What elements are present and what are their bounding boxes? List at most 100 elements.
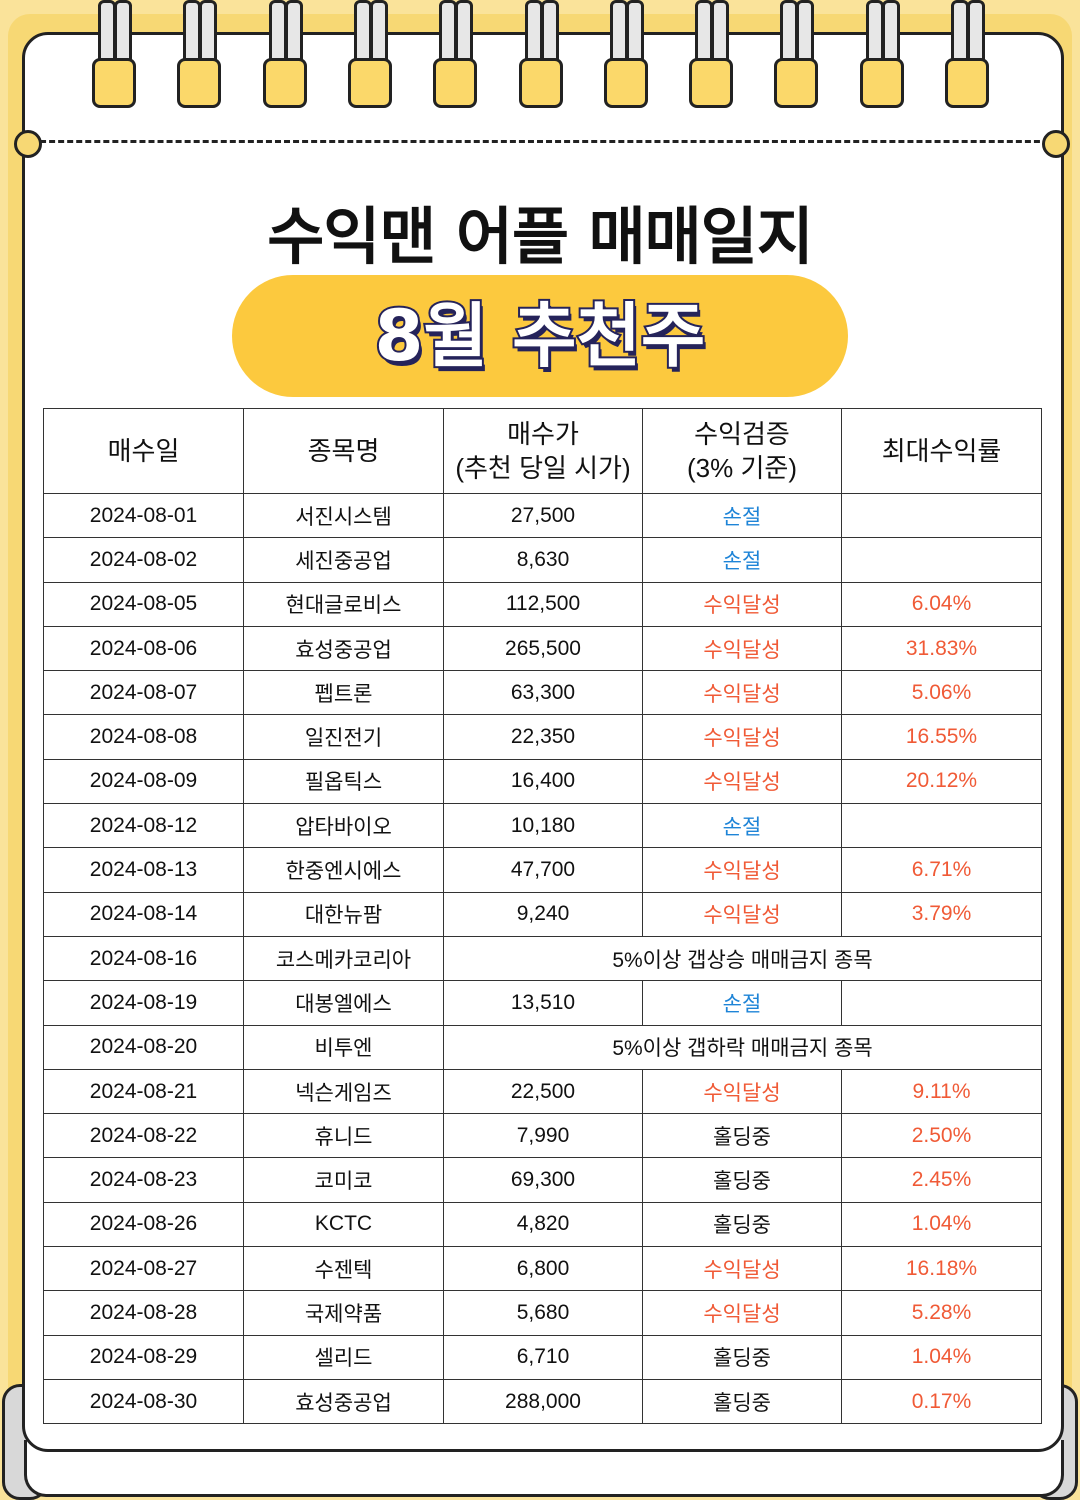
header-buy-date: 매수일: [43, 408, 244, 494]
cell-stock-name: 효성중공업: [243, 625, 444, 672]
cell-status: 손절: [642, 980, 842, 1026]
paper-stack-layer: [24, 1454, 1064, 1497]
cell-buy-date: 2024-08-01: [43, 492, 244, 539]
cell-stock-name: 넥슨게임즈: [243, 1068, 444, 1115]
cell-buy-date: 2024-08-20: [43, 1024, 244, 1070]
cell-trade-ban-note: 5%이상 갭하락 매매금지 종목: [443, 1024, 1042, 1070]
table-row: 2024-08-06 효성중공업 265,500 수익달성 31.83%: [43, 625, 1042, 672]
cell-status: 수익달성: [642, 847, 842, 893]
cell-max-return: 16.18%: [841, 1246, 1042, 1292]
cell-buy-date: 2024-08-14: [43, 891, 244, 937]
cell-status: 수익달성: [642, 581, 842, 627]
cell-stock-name: 현대글로비스: [243, 581, 444, 627]
cell-buy-price: 47,700: [443, 847, 643, 893]
table-row: 2024-08-30 효성중공업 288,000 홀딩중 0.17%: [43, 1378, 1042, 1425]
table-row: 2024-08-28 국제약품 5,680 수익달성 5.28%: [43, 1290, 1042, 1336]
left-notch: [14, 130, 42, 158]
cell-status: 수익달성: [642, 758, 842, 805]
table-row: 2024-08-23 코미코 69,300 홀딩중 2.45%: [43, 1157, 1042, 1203]
cell-status: 수익달성: [642, 1068, 842, 1115]
cell-max-return: [841, 537, 1042, 583]
cell-stock-name: 서진시스템: [243, 492, 444, 539]
cell-max-return: 5.28%: [841, 1290, 1042, 1336]
cell-status: 손절: [642, 803, 842, 849]
cell-max-return: 1.04%: [841, 1334, 1042, 1380]
cell-stock-name: 세진중공업: [243, 537, 444, 583]
cell-buy-price: 27,500: [443, 492, 643, 539]
table-row: 2024-08-19 대봉엘에스 13,510 손절: [43, 980, 1042, 1026]
table-row: 2024-08-08 일진전기 22,350 수익달성 16.55%: [43, 714, 1042, 760]
cell-max-return: 2.50%: [841, 1113, 1042, 1159]
spiral-ring: [518, 0, 563, 108]
spiral-ring: [603, 0, 648, 108]
spiral-ring: [945, 0, 989, 108]
cell-max-return: [841, 803, 1042, 849]
cell-status: 수익달성: [642, 625, 842, 672]
subtitle-text: 8월 추천주: [373, 293, 708, 379]
cell-status: 수익달성: [642, 891, 842, 937]
cell-buy-price: 10,180: [443, 803, 643, 849]
cell-buy-price: 22,350: [443, 714, 643, 760]
table-header-row: 매수일 종목명 매수가 (추천 당일 시가) 수익검증 (3% 기준) 최대수익…: [43, 408, 1042, 494]
cell-buy-date: 2024-08-12: [43, 803, 244, 849]
spiral-ring: [774, 0, 819, 108]
cell-max-return: 9.11%: [841, 1068, 1042, 1115]
cell-buy-date: 2024-08-08: [43, 714, 244, 760]
cell-max-return: 5.06%: [841, 670, 1042, 716]
cell-status: 홀딩중: [642, 1157, 842, 1203]
cell-status: 수익달성: [642, 1290, 842, 1336]
cell-stock-name: KCTC: [243, 1201, 444, 1248]
cell-max-return: 0.17%: [841, 1378, 1042, 1425]
cell-status: 홀딩중: [642, 1378, 842, 1425]
cell-buy-price: 112,500: [443, 581, 643, 627]
cell-max-return: 6.71%: [841, 847, 1042, 893]
subtitle-badge: 8월 추천주: [232, 275, 848, 397]
cell-max-return: 31.83%: [841, 625, 1042, 672]
cell-buy-date: 2024-08-23: [43, 1157, 244, 1203]
table-row: 2024-08-27 수젠텍 6,800 수익달성 16.18%: [43, 1246, 1042, 1292]
cell-buy-price: 69,300: [443, 1157, 643, 1203]
table-row: 2024-08-13 한중엔시에스 47,700 수익달성 6.71%: [43, 847, 1042, 893]
cell-stock-name: 휴니드: [243, 1113, 444, 1159]
header-stock-name: 종목명: [243, 408, 444, 494]
cell-buy-date: 2024-08-07: [43, 670, 244, 716]
cell-buy-price: 4,820: [443, 1201, 643, 1248]
cell-buy-date: 2024-08-09: [43, 758, 244, 805]
cell-buy-date: 2024-08-29: [43, 1334, 244, 1380]
spiral-ring: [92, 0, 136, 108]
cell-status: 홀딩중: [642, 1113, 842, 1159]
cell-buy-date: 2024-08-30: [43, 1378, 244, 1425]
spiral-ring: [433, 0, 478, 108]
cell-stock-name: 일진전기: [243, 714, 444, 760]
table-row: 2024-08-14 대한뉴팜 9,240 수익달성 3.79%: [43, 891, 1042, 937]
cell-stock-name: 대봉엘에스: [243, 980, 444, 1026]
cell-buy-price: 288,000: [443, 1378, 643, 1425]
table-row: 2024-08-22 휴니드 7,990 홀딩중 2.50%: [43, 1113, 1042, 1159]
cell-max-return: 6.04%: [841, 581, 1042, 627]
cell-stock-name: 대한뉴팜: [243, 891, 444, 937]
cell-stock-name: 수젠텍: [243, 1246, 444, 1292]
cell-stock-name: 코미코: [243, 1157, 444, 1203]
cell-buy-price: 13,510: [443, 980, 643, 1026]
cell-stock-name: 코스메카코리아: [243, 935, 444, 982]
table-row: 2024-08-07 펩트론 63,300 수익달성 5.06%: [43, 670, 1042, 716]
table-row: 2024-08-05 현대글로비스 112,500 수익달성 6.04%: [43, 581, 1042, 627]
spiral-ring: [859, 0, 904, 108]
cell-buy-price: 6,710: [443, 1334, 643, 1380]
table-row: 2024-08-26 KCTC 4,820 홀딩중 1.04%: [43, 1201, 1042, 1248]
cell-buy-price: 6,800: [443, 1246, 643, 1292]
cell-status: 손절: [642, 537, 842, 583]
cell-max-return: [841, 980, 1042, 1026]
spiral-ring: [177, 0, 222, 108]
cell-buy-date: 2024-08-28: [43, 1290, 244, 1336]
table-row: 2024-08-09 필옵틱스 16,400 수익달성 20.12%: [43, 758, 1042, 805]
cell-max-return: [841, 492, 1042, 539]
cell-status: 수익달성: [642, 670, 842, 716]
header-buy-price: 매수가 (추천 당일 시가): [443, 408, 643, 494]
cell-max-return: 2.45%: [841, 1157, 1042, 1203]
cell-stock-name: 셀리드: [243, 1334, 444, 1380]
table-row: 2024-08-12 압타바이오 10,180 손절: [43, 803, 1042, 849]
trade-journal-table: 매수일 종목명 매수가 (추천 당일 시가) 수익검증 (3% 기준) 최대수익…: [43, 408, 1042, 1425]
cell-max-return: 16.55%: [841, 714, 1042, 760]
cell-buy-date: 2024-08-05: [43, 581, 244, 627]
